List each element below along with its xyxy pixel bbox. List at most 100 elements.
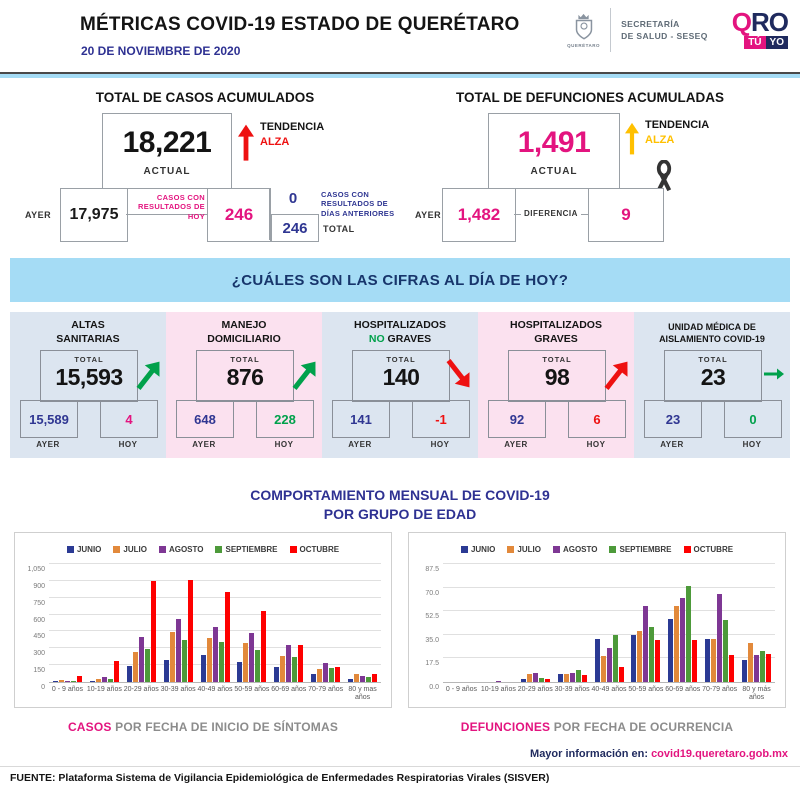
cases-ayer-label: AYER (25, 210, 52, 220)
shield-icon (575, 13, 592, 40)
deaths-trend-label: TENDENCIA (645, 119, 710, 131)
card-hoy-label: HOY (430, 440, 450, 449)
legend-swatch-icon (289, 545, 297, 553)
trend-up-right-arrow-icon (288, 354, 322, 396)
legend-item: AGOSTO (158, 545, 203, 554)
bar-group (480, 564, 517, 682)
connector-line (126, 214, 207, 215)
bar-septiembre (181, 640, 187, 682)
card-hospitalizados-no-graves: HOSPITALIZADOS NO GRAVES TOTAL 140 141 -… (322, 312, 478, 458)
legend-item: OCTUBRE (289, 545, 339, 554)
legend-item: AGOSTO (552, 545, 597, 554)
card-title: ALTAS SANITARIAS (56, 319, 120, 345)
legend-swatch-icon (158, 545, 166, 553)
card-total-box: TOTAL 876 (196, 350, 294, 402)
bar-septiembre (366, 676, 372, 682)
card-total-value: 98 (544, 364, 570, 390)
bar-octubre (692, 640, 698, 682)
deaths-actual-value: 1,491 (517, 126, 591, 159)
logo-divider (610, 8, 612, 52)
legend-item: SEPTIEMBRE (609, 545, 672, 554)
x-axis-label: 50-59 años (628, 686, 664, 693)
y-tick-label: 70.0 (425, 589, 439, 597)
bar-agosto (606, 648, 612, 682)
deaths-by-age-chart: JUNIO JULIO AGOSTO SEPTIEMBRE OCTUBRE 0.0 17.… (408, 532, 786, 708)
card-manejo-domiciliario: MANEJO DOMICILIARIO TOTAL 876 648 228 AY… (166, 312, 322, 458)
card-ayer-box: 15,589 (20, 400, 78, 438)
deaths-actual-box: 1,491 ACTUAL (488, 113, 620, 189)
bar-group (233, 564, 270, 682)
bar-julio (95, 679, 101, 682)
bar-junio (742, 660, 748, 682)
legend-item: SEPTIEMBRE (215, 545, 278, 554)
crest-caption: QUERÉTARO (567, 43, 601, 48)
x-axis-label: 40-49 años (591, 686, 627, 693)
bar-agosto (754, 655, 760, 682)
bar-group (591, 564, 628, 682)
y-tick-label: 17.5 (425, 660, 439, 668)
total-deaths-panel: TOTAL DE DEFUNCIONES ACUMULADAS 1,491 AC… (415, 88, 790, 256)
card-hospitalizados-graves: HOSPITALIZADOS GRAVES TOTAL 98 92 6 AYER… (478, 312, 634, 458)
bar-agosto (717, 594, 723, 682)
bar-junio (705, 638, 711, 682)
bar-group (86, 564, 123, 682)
bar-agosto (138, 637, 144, 682)
connector-line (76, 400, 100, 401)
y-tick-label: 87.5 (425, 566, 439, 573)
bar-junio (163, 660, 169, 682)
card-hoy-label: HOY (742, 440, 762, 449)
card-hoy-box: 6 (568, 400, 626, 438)
card-unidad-medica-aislamiento: UNIDAD MÉDICA DE AISLAMIENTO COVID-19 TO… (634, 312, 790, 458)
legend-item: JUNIO (66, 545, 101, 554)
mourning-ribbon-icon (656, 160, 672, 192)
y-axis: 0.0 17.5 35.0 52.5 70.0 87.5 (413, 564, 443, 691)
bar-julio (132, 651, 138, 682)
bar-octubre (150, 580, 156, 682)
trend-flat-right-arrow-icon (760, 364, 788, 384)
deaths-trend: TENDENCIA ALZA (625, 118, 709, 160)
bar-septiembre (612, 634, 618, 682)
bar-group (738, 564, 775, 682)
x-axis: 0 - 9 años 10-19 años 20-29 años 30-39 años… (443, 686, 775, 703)
y-tick-label: 35.0 (425, 636, 439, 644)
header-divider (0, 72, 800, 74)
connector-line (388, 400, 412, 401)
legend-swatch-icon (507, 545, 515, 553)
cases-chart-caption: CASOS POR FECHA DE INICIO DE SÍNTOMAS (67, 720, 339, 734)
bar-septiembre (329, 668, 335, 682)
card-ayer-box: 141 (332, 400, 390, 438)
bar-junio (89, 680, 95, 682)
legend-item: JUNIO (460, 545, 495, 554)
bar-julio (58, 679, 64, 682)
card-ayer-box: 92 (488, 400, 546, 438)
legend-swatch-icon (683, 545, 691, 553)
x-axis-label: 70-79 años (702, 686, 738, 693)
charts-section-title: COMPORTAMIENTO MENSUAL DE COVID-19 POR G… (250, 487, 550, 522)
bar-octubre (544, 679, 550, 682)
bar-group (49, 564, 86, 682)
cases-ayer-box: 17,975 (60, 188, 128, 242)
y-tick-label: 600 (33, 616, 45, 624)
cases-anteriores-note: CASOS CON RESULTADOS DE DÍAS ANTERIORES (321, 190, 395, 218)
bar-agosto (212, 626, 218, 682)
bar-agosto (249, 632, 255, 682)
bar-septiembre (649, 626, 655, 682)
info-link[interactable]: covid19.queretaro.gob.mx (651, 748, 788, 760)
bar-group (701, 564, 738, 682)
bar-junio (520, 679, 526, 682)
bar-group (123, 564, 160, 682)
deaths-diff-label: DIFERENCIA (521, 209, 581, 218)
card-title: HOSPITALIZADOS NO GRAVES (354, 319, 446, 345)
bar-julio (354, 674, 360, 682)
gridline (49, 596, 381, 598)
cases-by-age-chart: JUNIO JULIO AGOSTO SEPTIEMBRE OCTUBRE 0 150 30… (14, 532, 392, 708)
card-total-box: TOTAL 15,593 (40, 350, 138, 402)
card-hoy-box: 4 (100, 400, 158, 438)
plot-area (443, 563, 775, 683)
deaths-panel-title: TOTAL DE DEFUNCIONES ACUMULADAS (455, 90, 724, 105)
legend-swatch-icon (113, 545, 121, 553)
gridline (49, 563, 381, 564)
y-tick-label: 300 (33, 650, 45, 658)
deaths-chart-caption: DEFUNCIONES POR FECHA DE OCURRENCIA (460, 720, 734, 734)
